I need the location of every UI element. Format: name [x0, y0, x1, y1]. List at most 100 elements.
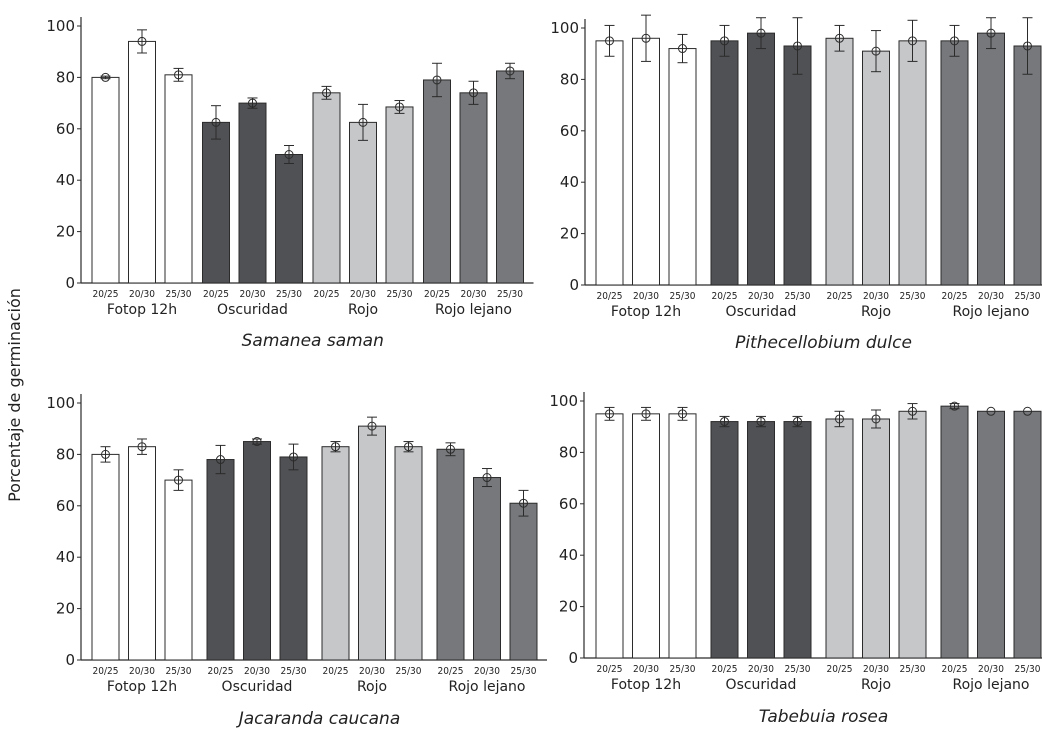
- condition-label: 25/30: [281, 666, 307, 677]
- mean-marker: [720, 417, 729, 427]
- bar: [321, 446, 350, 661]
- bar: [898, 410, 927, 659]
- y-axis-label: Porcentaje de germinación: [5, 288, 24, 502]
- group-label: Rojo lejano: [953, 677, 1030, 693]
- condition-label: 20/25: [827, 664, 853, 675]
- condition-label: 20/25: [424, 289, 450, 300]
- mean-marker: [793, 417, 802, 427]
- condition-label: 25/30: [396, 666, 422, 677]
- condition-label: 20/30: [863, 664, 889, 675]
- y-tick-label: 40: [560, 173, 579, 191]
- mean-marker: [469, 88, 478, 98]
- condition-label: 25/30: [1015, 664, 1041, 675]
- condition-label: 25/30: [166, 289, 192, 300]
- bar: [238, 102, 267, 284]
- mean-marker: [252, 437, 262, 447]
- condition-label: 20/30: [633, 291, 659, 302]
- y-tick-label: 60: [56, 120, 75, 138]
- chart-panel: 0 20 40 60 80 100 20/25 20/30 25/30 Fotop 12h 20/2…: [549, 392, 1042, 727]
- condition-label: 20/30: [240, 289, 266, 300]
- bar: [898, 40, 927, 286]
- bar: [977, 410, 1005, 659]
- group-label: Rojo lejano: [953, 304, 1030, 320]
- panel-title: Pithecellobium dulce: [735, 333, 912, 353]
- mean-marker: [986, 406, 996, 416]
- mean-marker: [505, 66, 515, 76]
- mean-marker: [519, 498, 528, 508]
- mean-marker: [641, 409, 651, 419]
- mean-marker: [720, 36, 729, 46]
- group-label: Fotop 12h: [107, 679, 177, 695]
- mean-marker: [641, 33, 651, 43]
- bar: [825, 37, 854, 286]
- bar: [91, 453, 120, 661]
- condition-label: 20/25: [93, 289, 119, 300]
- condition-label: 25/30: [511, 666, 537, 677]
- bar: [940, 40, 969, 286]
- condition-label: 20/25: [93, 666, 119, 677]
- y-tick-label: 100: [550, 19, 579, 37]
- condition-label: 25/30: [785, 291, 811, 302]
- group-label: Fotop 12h: [611, 677, 681, 693]
- y-tick-label: 0: [65, 274, 75, 292]
- y-tick-label: 20: [559, 598, 578, 616]
- mean-marker: [137, 442, 147, 452]
- bar: [164, 479, 193, 661]
- y-tick-label: 100: [46, 394, 75, 412]
- condition-label: 20/25: [597, 664, 623, 675]
- bar: [977, 32, 1005, 286]
- condition-label: 25/30: [670, 291, 696, 302]
- condition-label: 20/25: [712, 664, 738, 675]
- condition-label: 20/25: [323, 666, 349, 677]
- group-label: Oscuridad: [222, 679, 293, 695]
- mean-marker: [358, 117, 368, 127]
- mean-marker: [137, 36, 147, 46]
- chart-panel: 0 20 40 60 80 100 20/25 20/30 25/30 Fotop 12h 20/2…: [550, 14, 1042, 353]
- y-tick-label: 0: [568, 649, 578, 667]
- mean-marker: [101, 72, 110, 82]
- bar: [825, 418, 854, 659]
- condition-label: 20/25: [203, 289, 229, 300]
- group-label: Rojo lejano: [449, 679, 526, 695]
- bar: [202, 121, 230, 284]
- mean-marker: [793, 41, 802, 51]
- bar: [595, 413, 624, 659]
- mean-marker: [950, 36, 959, 46]
- mean-marker: [216, 455, 225, 465]
- y-tick-label: 40: [559, 546, 578, 564]
- bar: [747, 32, 775, 286]
- bar: [436, 448, 465, 661]
- mean-marker: [101, 449, 110, 459]
- mean-marker: [835, 33, 844, 43]
- condition-label: 20/30: [863, 291, 889, 302]
- condition-label: 20/30: [129, 289, 155, 300]
- y-tick-label: 100: [549, 392, 578, 410]
- bar: [1013, 410, 1042, 659]
- group-label: Oscuridad: [217, 302, 288, 318]
- y-tick-label: 80: [56, 445, 75, 463]
- chart-panels: 0 20 40 60 80 100 20/25 20/30 25/30 Fotop 12h 20/2…: [46, 14, 1042, 729]
- bar: [862, 50, 890, 286]
- mean-marker: [248, 98, 257, 108]
- bar: [358, 425, 386, 661]
- condition-label: 25/30: [900, 664, 926, 675]
- chart-panel: 0 20 40 60 80 100 20/25 20/30 25/30 Fotop 12h 20/2…: [46, 17, 534, 351]
- bar: [394, 446, 423, 661]
- bar: [206, 459, 235, 661]
- mean-marker: [211, 117, 221, 127]
- mean-marker: [908, 36, 917, 46]
- condition-label: 20/30: [633, 664, 659, 675]
- mean-marker: [605, 409, 614, 419]
- panel-title: Tabebuia rosea: [759, 707, 889, 727]
- mean-marker: [322, 88, 331, 98]
- mean-marker: [871, 414, 881, 424]
- mean-marker: [678, 409, 687, 419]
- condition-label: 25/30: [900, 291, 926, 302]
- mean-marker: [605, 36, 614, 46]
- y-tick-label: 60: [560, 122, 579, 140]
- condition-label: 20/30: [350, 289, 376, 300]
- bar: [279, 456, 308, 661]
- condition-label: 20/25: [208, 666, 234, 677]
- bar: [710, 421, 739, 659]
- bar: [275, 154, 303, 284]
